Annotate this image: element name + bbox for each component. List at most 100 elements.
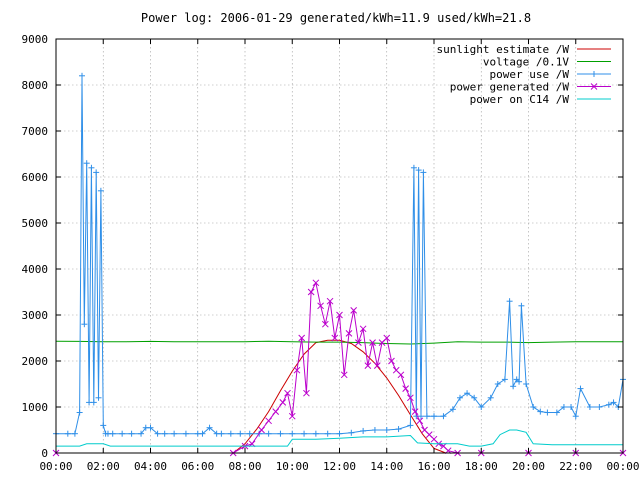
data-point xyxy=(81,321,88,328)
legend-label: power generated /W xyxy=(450,81,570,94)
data-point xyxy=(537,408,544,415)
data-point xyxy=(78,72,85,79)
data-point xyxy=(518,302,525,309)
data-point xyxy=(568,404,575,410)
data-point xyxy=(289,430,296,437)
data-point xyxy=(596,404,603,410)
data-point xyxy=(373,362,381,369)
data-point xyxy=(312,430,319,437)
series-3 xyxy=(52,279,627,457)
data-point xyxy=(348,429,355,436)
data-point xyxy=(182,430,189,437)
data-point xyxy=(388,357,395,365)
data-point xyxy=(199,430,206,437)
data-point xyxy=(456,394,463,401)
data-point xyxy=(345,330,353,337)
x-tick-label: 00:00 xyxy=(606,460,639,473)
data-point xyxy=(364,362,372,369)
y-tick-label: 5000 xyxy=(22,217,49,230)
data-point xyxy=(360,427,367,434)
data-point xyxy=(279,399,287,406)
y-tick-label: 4000 xyxy=(22,263,49,276)
series-line xyxy=(56,429,623,447)
data-point xyxy=(119,430,126,437)
chart-title: Power log: 2006-01-29 generated/kWh=11.9… xyxy=(141,11,531,25)
data-point xyxy=(312,279,320,287)
legend-label: sunlight estimate /W xyxy=(437,43,570,56)
data-point xyxy=(560,404,567,410)
data-point xyxy=(284,389,291,397)
data-point xyxy=(397,371,405,379)
data-point xyxy=(494,381,501,387)
data-point xyxy=(415,167,422,174)
data-point xyxy=(395,426,402,433)
data-point xyxy=(420,169,427,176)
data-point xyxy=(303,389,310,397)
data-point xyxy=(265,417,272,425)
data-point xyxy=(277,430,284,437)
y-tick-label: 9000 xyxy=(22,33,49,46)
y-tick-label: 6000 xyxy=(22,171,49,184)
data-point xyxy=(293,366,301,374)
data-point xyxy=(577,385,584,392)
data-point xyxy=(272,408,280,415)
data-point xyxy=(410,164,417,171)
data-point xyxy=(128,430,135,437)
data-point xyxy=(317,302,324,310)
data-point xyxy=(416,417,424,425)
data-point xyxy=(336,430,343,437)
data-point xyxy=(100,422,107,429)
legend-marker xyxy=(590,83,598,90)
data-point xyxy=(471,394,478,401)
legend-label: voltage /0.1V xyxy=(483,56,569,69)
data-point xyxy=(350,307,358,314)
series-line xyxy=(55,340,623,345)
data-point xyxy=(402,385,410,392)
data-point xyxy=(383,427,390,433)
data-point xyxy=(326,297,334,305)
data-point xyxy=(411,408,419,415)
x-tick-label: 18:00 xyxy=(465,460,498,473)
y-tick-label: 3000 xyxy=(22,309,49,322)
data-point xyxy=(154,430,161,437)
data-point xyxy=(90,399,97,406)
data-point xyxy=(523,381,530,387)
data-point xyxy=(418,413,425,420)
data-point xyxy=(321,320,329,328)
data-point xyxy=(487,394,494,401)
x-tick-label: 16:00 xyxy=(417,460,450,473)
data-point xyxy=(605,401,612,408)
legend-label: power on C14 /W xyxy=(470,93,570,106)
data-point xyxy=(530,404,537,410)
data-point xyxy=(586,404,593,410)
data-point xyxy=(610,399,617,406)
data-point xyxy=(83,160,90,167)
y-tick-label: 2000 xyxy=(22,355,49,368)
data-point xyxy=(510,383,517,390)
data-point xyxy=(340,371,348,379)
series-1 xyxy=(55,340,623,345)
data-point xyxy=(237,430,244,437)
data-point xyxy=(307,288,315,296)
data-point xyxy=(359,325,367,333)
data-point xyxy=(88,164,95,171)
data-point xyxy=(478,404,485,410)
data-point xyxy=(407,394,414,402)
data-point xyxy=(516,378,523,385)
data-point xyxy=(301,430,308,437)
data-point xyxy=(501,376,508,383)
data-point xyxy=(64,430,71,437)
data-point xyxy=(553,409,560,416)
data-point xyxy=(71,430,78,437)
data-point xyxy=(93,169,100,176)
data-point xyxy=(431,413,437,420)
data-point xyxy=(371,427,378,433)
data-point xyxy=(544,409,551,416)
data-point xyxy=(331,334,339,342)
data-point xyxy=(138,430,145,437)
data-point xyxy=(355,339,362,346)
data-point xyxy=(109,430,116,437)
x-tick-label: 00:00 xyxy=(39,460,72,473)
